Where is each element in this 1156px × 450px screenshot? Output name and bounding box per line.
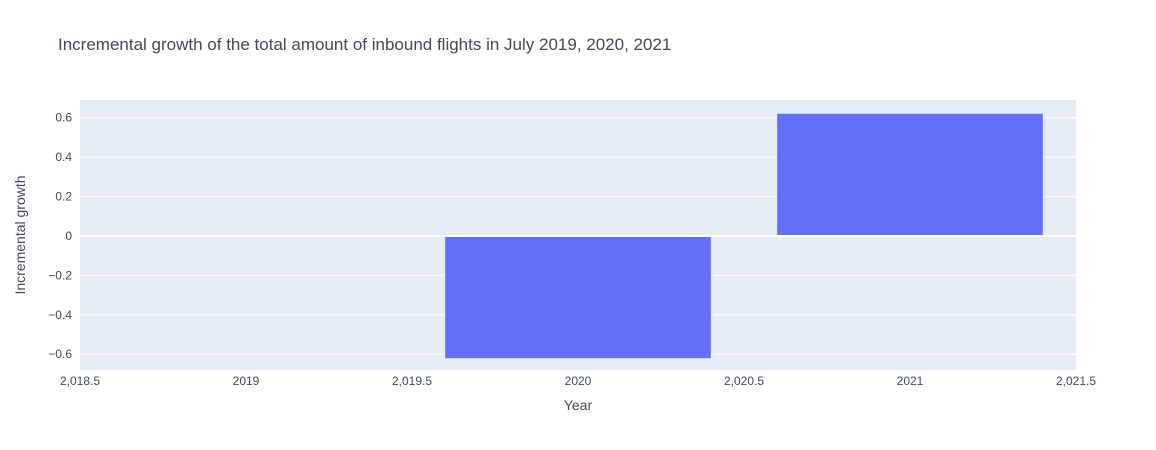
bars — [445, 113, 1043, 359]
x-tick-label: 2020 — [565, 374, 592, 388]
x-tick-label: 2019 — [233, 374, 260, 388]
x-tick-label: 2,018.5 — [60, 374, 100, 388]
x-axis-title: Year — [564, 397, 593, 413]
bar-2020 — [445, 235, 711, 359]
x-axis-ticks: 2,018.5 2019 2,019.5 2020 2,020.5 2021 2,021.5 — [60, 374, 1096, 388]
y-tick-label: 0.2 — [55, 190, 72, 204]
y-tick-label: 0 — [65, 229, 72, 243]
x-tick-label: 2,019.5 — [392, 374, 432, 388]
bar-2021 — [777, 113, 1043, 236]
y-tick-label: 0.6 — [55, 111, 72, 125]
y-tick-label: −0.2 — [48, 268, 72, 282]
y-tick-label: −0.4 — [48, 308, 72, 322]
x-tick-label: 2021 — [897, 374, 924, 388]
y-axis-title: Incremental growth — [12, 175, 28, 294]
y-tick-label: −0.6 — [48, 347, 72, 361]
y-tick-label: 0.4 — [55, 150, 72, 164]
chart-title: Incremental growth of the total amount o… — [58, 35, 671, 54]
y-axis-ticks: −0.6 −0.4 −0.2 0 0.2 0.4 0.6 — [48, 111, 72, 361]
x-tick-label: 2,021.5 — [1056, 374, 1096, 388]
x-tick-label: 2,020.5 — [724, 374, 764, 388]
